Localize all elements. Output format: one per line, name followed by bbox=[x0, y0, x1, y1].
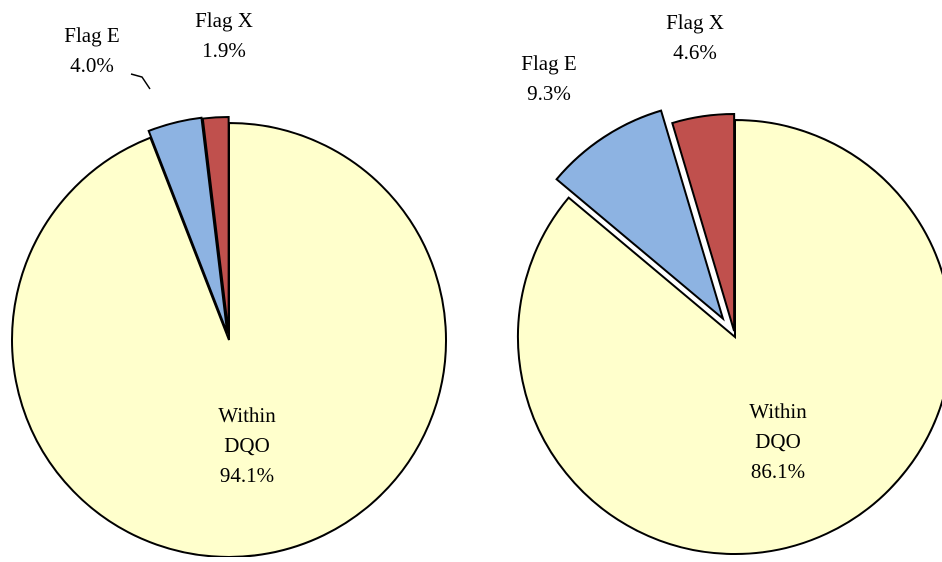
data-label-flag-x: Flag X 4.6% bbox=[666, 10, 724, 64]
pie-slice-flag-e bbox=[147, 116, 229, 334]
pie-slice-flag-x bbox=[671, 113, 736, 332]
leader-line bbox=[130, 73, 151, 90]
data-label-within-dqo: Within DQO 86.1% bbox=[749, 399, 807, 483]
data-label-flag-e: Flag E 4.0% bbox=[64, 23, 119, 77]
pie-slice-within-dqo bbox=[11, 121, 447, 558]
data-label-flag-e: Flag E 9.3% bbox=[521, 51, 576, 105]
pie-chart-left: Flag X 1.9% Flag E 4.0% Within DQO 94.1% bbox=[11, 8, 447, 558]
pie-slice-within-dqo bbox=[517, 118, 942, 555]
pie-slice-flag-e bbox=[555, 109, 725, 322]
data-label-within-dqo: Within DQO 94.1% bbox=[218, 403, 276, 487]
data-label-flag-x: Flag X 1.9% bbox=[195, 8, 253, 62]
pie-slice-flag-x bbox=[201, 116, 230, 335]
pie-chart-right: Flag X 4.6% Flag E 9.3% Within DQO 86.1% bbox=[517, 10, 942, 555]
